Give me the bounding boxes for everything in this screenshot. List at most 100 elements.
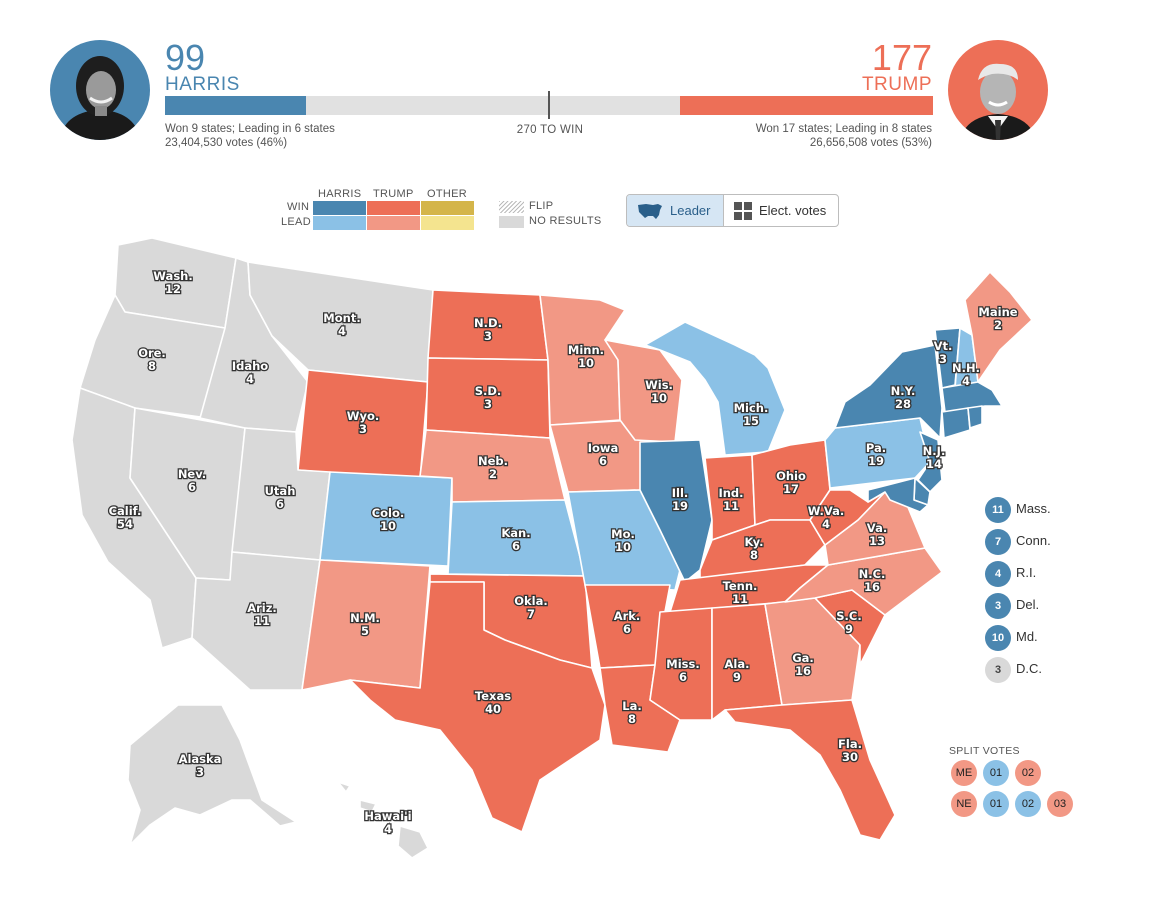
state-ev-TN: 11 (732, 592, 748, 606)
small-state-ev-DE[interactable]: 3 (985, 593, 1011, 619)
view-toggle: Leader Elect. votes (626, 194, 839, 227)
legend-flip: FLIP (529, 200, 554, 212)
state-ev-AL: 9 (733, 670, 741, 684)
state-ev-LA: 8 (628, 712, 636, 726)
state-label-OR: Ore. (138, 346, 166, 360)
state-MD[interactable] (867, 477, 929, 513)
state-label-TX: Texas (475, 689, 511, 703)
270-marker (548, 91, 550, 119)
state-ev-WI: 10 (651, 391, 667, 405)
trump-summary: Won 17 states; Leading in 8 states (755, 123, 932, 135)
state-label-LA: La. (622, 699, 641, 713)
legend-row-win: WIN (287, 201, 310, 213)
state-label-MT: Mont. (323, 311, 360, 325)
state-label-MS: Miss. (666, 657, 699, 671)
state-ev-AK: 3 (196, 765, 204, 779)
harris-summary: Won 9 states; Leading in 6 states (165, 123, 335, 135)
state-label-ID: Idaho (232, 359, 268, 373)
state-ev-IN: 11 (723, 499, 739, 513)
state-ev-NH: 4 (962, 374, 970, 388)
state-label-AZ: Ariz. (247, 601, 277, 615)
state-label-VT: Vt. (934, 339, 953, 353)
small-state-ev-RI[interactable]: 4 (985, 561, 1011, 587)
elect-votes-label: Elect. votes (759, 203, 827, 218)
split-vote-nebraska-01[interactable]: 01 (983, 791, 1009, 817)
harris-name: HARRIS (165, 74, 240, 95)
small-state-ev-CT[interactable]: 7 (985, 529, 1011, 555)
state-label-NC: N.C. (859, 567, 886, 581)
state-label-IN: Ind. (718, 486, 743, 500)
state-label-KY: Ky. (745, 535, 764, 549)
state-label-MI: Mich. (734, 401, 769, 415)
state-label-NM: N.M. (350, 611, 380, 625)
swatch-trump-lead (367, 216, 420, 230)
state-label-VA: Va. (867, 521, 887, 535)
state-ev-GA: 16 (795, 664, 811, 678)
state-ev-HI: 4 (384, 822, 392, 836)
state-label-AR: Ark. (614, 609, 641, 623)
state-label-NH: N.H. (952, 361, 980, 375)
state-ev-ME: 2 (994, 318, 1002, 332)
split-vote-maine-01[interactable]: 01 (983, 760, 1009, 786)
legend-col-other: OTHER (427, 188, 467, 200)
state-ev-KY: 8 (750, 548, 758, 562)
state-label-NE: Neb. (478, 454, 508, 468)
state-RI[interactable] (967, 405, 983, 429)
split-vote-nebraska-03[interactable]: 03 (1047, 791, 1073, 817)
state-label-WY: Wyo. (347, 409, 379, 423)
state-ev-NM: 5 (361, 624, 369, 638)
harris-avatar (50, 40, 150, 140)
state-label-HI: Hawai'i (364, 809, 411, 823)
state-ev-OK: 7 (527, 607, 535, 621)
state-AK[interactable] (127, 704, 297, 846)
harris-bar-fill (165, 96, 307, 115)
state-CT[interactable] (941, 407, 971, 439)
split-vote-maine-ME[interactable]: ME (951, 760, 977, 786)
legend-col-harris: HARRIS (318, 188, 362, 200)
split-vote-maine-02[interactable]: 02 (1015, 760, 1041, 786)
split-vote-nebraska-NE[interactable]: NE (951, 791, 977, 817)
state-ev-PA: 19 (868, 454, 884, 468)
trump-bar-fill (680, 96, 933, 115)
state-ev-WA: 12 (165, 282, 181, 296)
state-NY[interactable] (834, 344, 943, 439)
state-ME[interactable] (964, 271, 1033, 383)
state-HI[interactable] (337, 781, 429, 859)
state-label-TN: Tenn. (723, 579, 758, 593)
split-votes-title: SPLIT VOTES (949, 745, 1020, 757)
state-label-IA: Iowa (588, 441, 619, 455)
small-state-ev-MD[interactable]: 10 (985, 625, 1011, 651)
state-OR[interactable] (79, 294, 226, 419)
state-ev-MT: 4 (338, 324, 346, 338)
elect-votes-toggle-button[interactable]: Elect. votes (724, 195, 838, 226)
state-label-KS: Kan. (501, 526, 530, 540)
trump-votes: 26,656,508 votes (53%) (809, 137, 932, 149)
state-ev-NC: 16 (864, 580, 880, 594)
state-ev-WY: 3 (359, 422, 367, 436)
small-state-name-MA: Mass. (1016, 501, 1051, 516)
split-vote-nebraska-02[interactable]: 02 (1015, 791, 1041, 817)
state-label-AL: Ala. (725, 657, 750, 671)
grid-icon (734, 202, 752, 220)
state-label-UT: Utah (265, 484, 296, 498)
state-FL[interactable] (724, 699, 896, 841)
trump-avatar (948, 40, 1048, 140)
state-ev-AR: 6 (623, 622, 631, 636)
state-ev-MS: 6 (679, 670, 687, 684)
state-ev-MI: 15 (743, 414, 759, 428)
small-state-ev-MA[interactable]: 11 (985, 497, 1011, 523)
state-TX[interactable] (349, 581, 606, 833)
state-label-CO: Colo. (372, 506, 405, 520)
state-ev-FL: 30 (842, 750, 858, 764)
state-label-GA: Ga. (792, 651, 814, 665)
legend-col-trump: TRUMP (373, 188, 414, 200)
state-ev-CO: 10 (380, 519, 396, 533)
state-IL[interactable] (639, 439, 713, 583)
swatch-flip (499, 201, 524, 213)
state-ev-OR: 8 (148, 359, 156, 373)
leader-toggle-button[interactable]: Leader (627, 195, 724, 226)
small-state-ev-DC[interactable]: 3 (985, 657, 1011, 683)
us-map-icon (638, 204, 662, 219)
swatch-harris-lead (313, 216, 366, 230)
state-label-AK: Alaska (179, 752, 222, 766)
